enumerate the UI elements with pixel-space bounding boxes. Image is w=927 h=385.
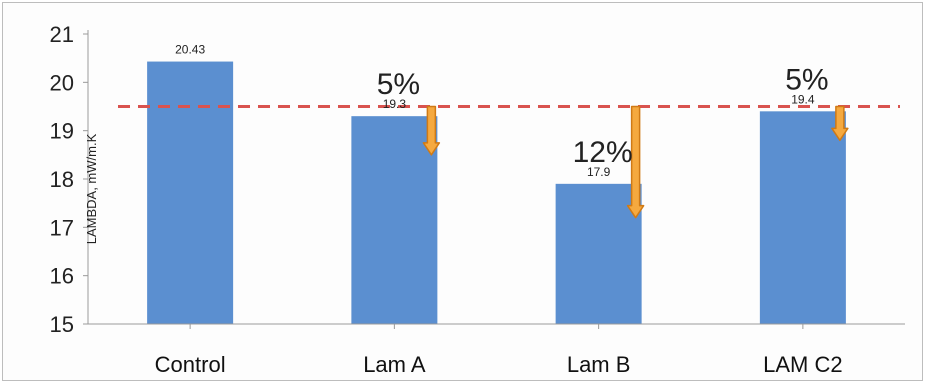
bar-lam-b [555,183,642,324]
y-tick-label: 16 [50,264,74,289]
x-category-label: LAM C2 [763,352,842,377]
reduction-arrows: 5% 12% 5% [377,63,849,219]
y-axis-title: LAMBDA, mW/m.K [84,133,99,244]
y-tick-label: 19 [50,119,74,144]
y-tick-label: 18 [50,167,74,192]
bar-lam-a [351,116,438,325]
x-category-label: Lam B [567,352,631,377]
y-axis: 15 16 17 18 19 20 21 [50,22,89,337]
data-label: 20.43 [175,43,205,57]
y-tick-label: 21 [50,22,74,47]
percent-label: 5% [785,63,828,96]
reduction-arrow [831,105,849,142]
reduction-arrow [626,105,645,219]
x-axis: Control Lam A Lam B LAM C2 [88,323,905,377]
bars [147,61,846,325]
y-tick-label: 17 [50,215,74,240]
data-labels: 20.43 19.3 17.9 19.4 [175,43,815,179]
y-tick-label: 20 [50,70,74,95]
data-label: 19.3 [383,97,407,111]
y-tick-label: 15 [50,312,74,337]
reduction-arrow [422,105,441,156]
data-label: 17.9 [587,165,611,179]
data-label: 19.4 [791,92,815,106]
bar-lam-c2 [759,111,846,324]
x-category-label: Lam A [363,352,426,377]
percent-label: 5% [377,68,420,101]
percent-label: 12% [573,136,633,169]
bar-control [147,61,234,325]
x-category-label: Control [155,352,226,377]
